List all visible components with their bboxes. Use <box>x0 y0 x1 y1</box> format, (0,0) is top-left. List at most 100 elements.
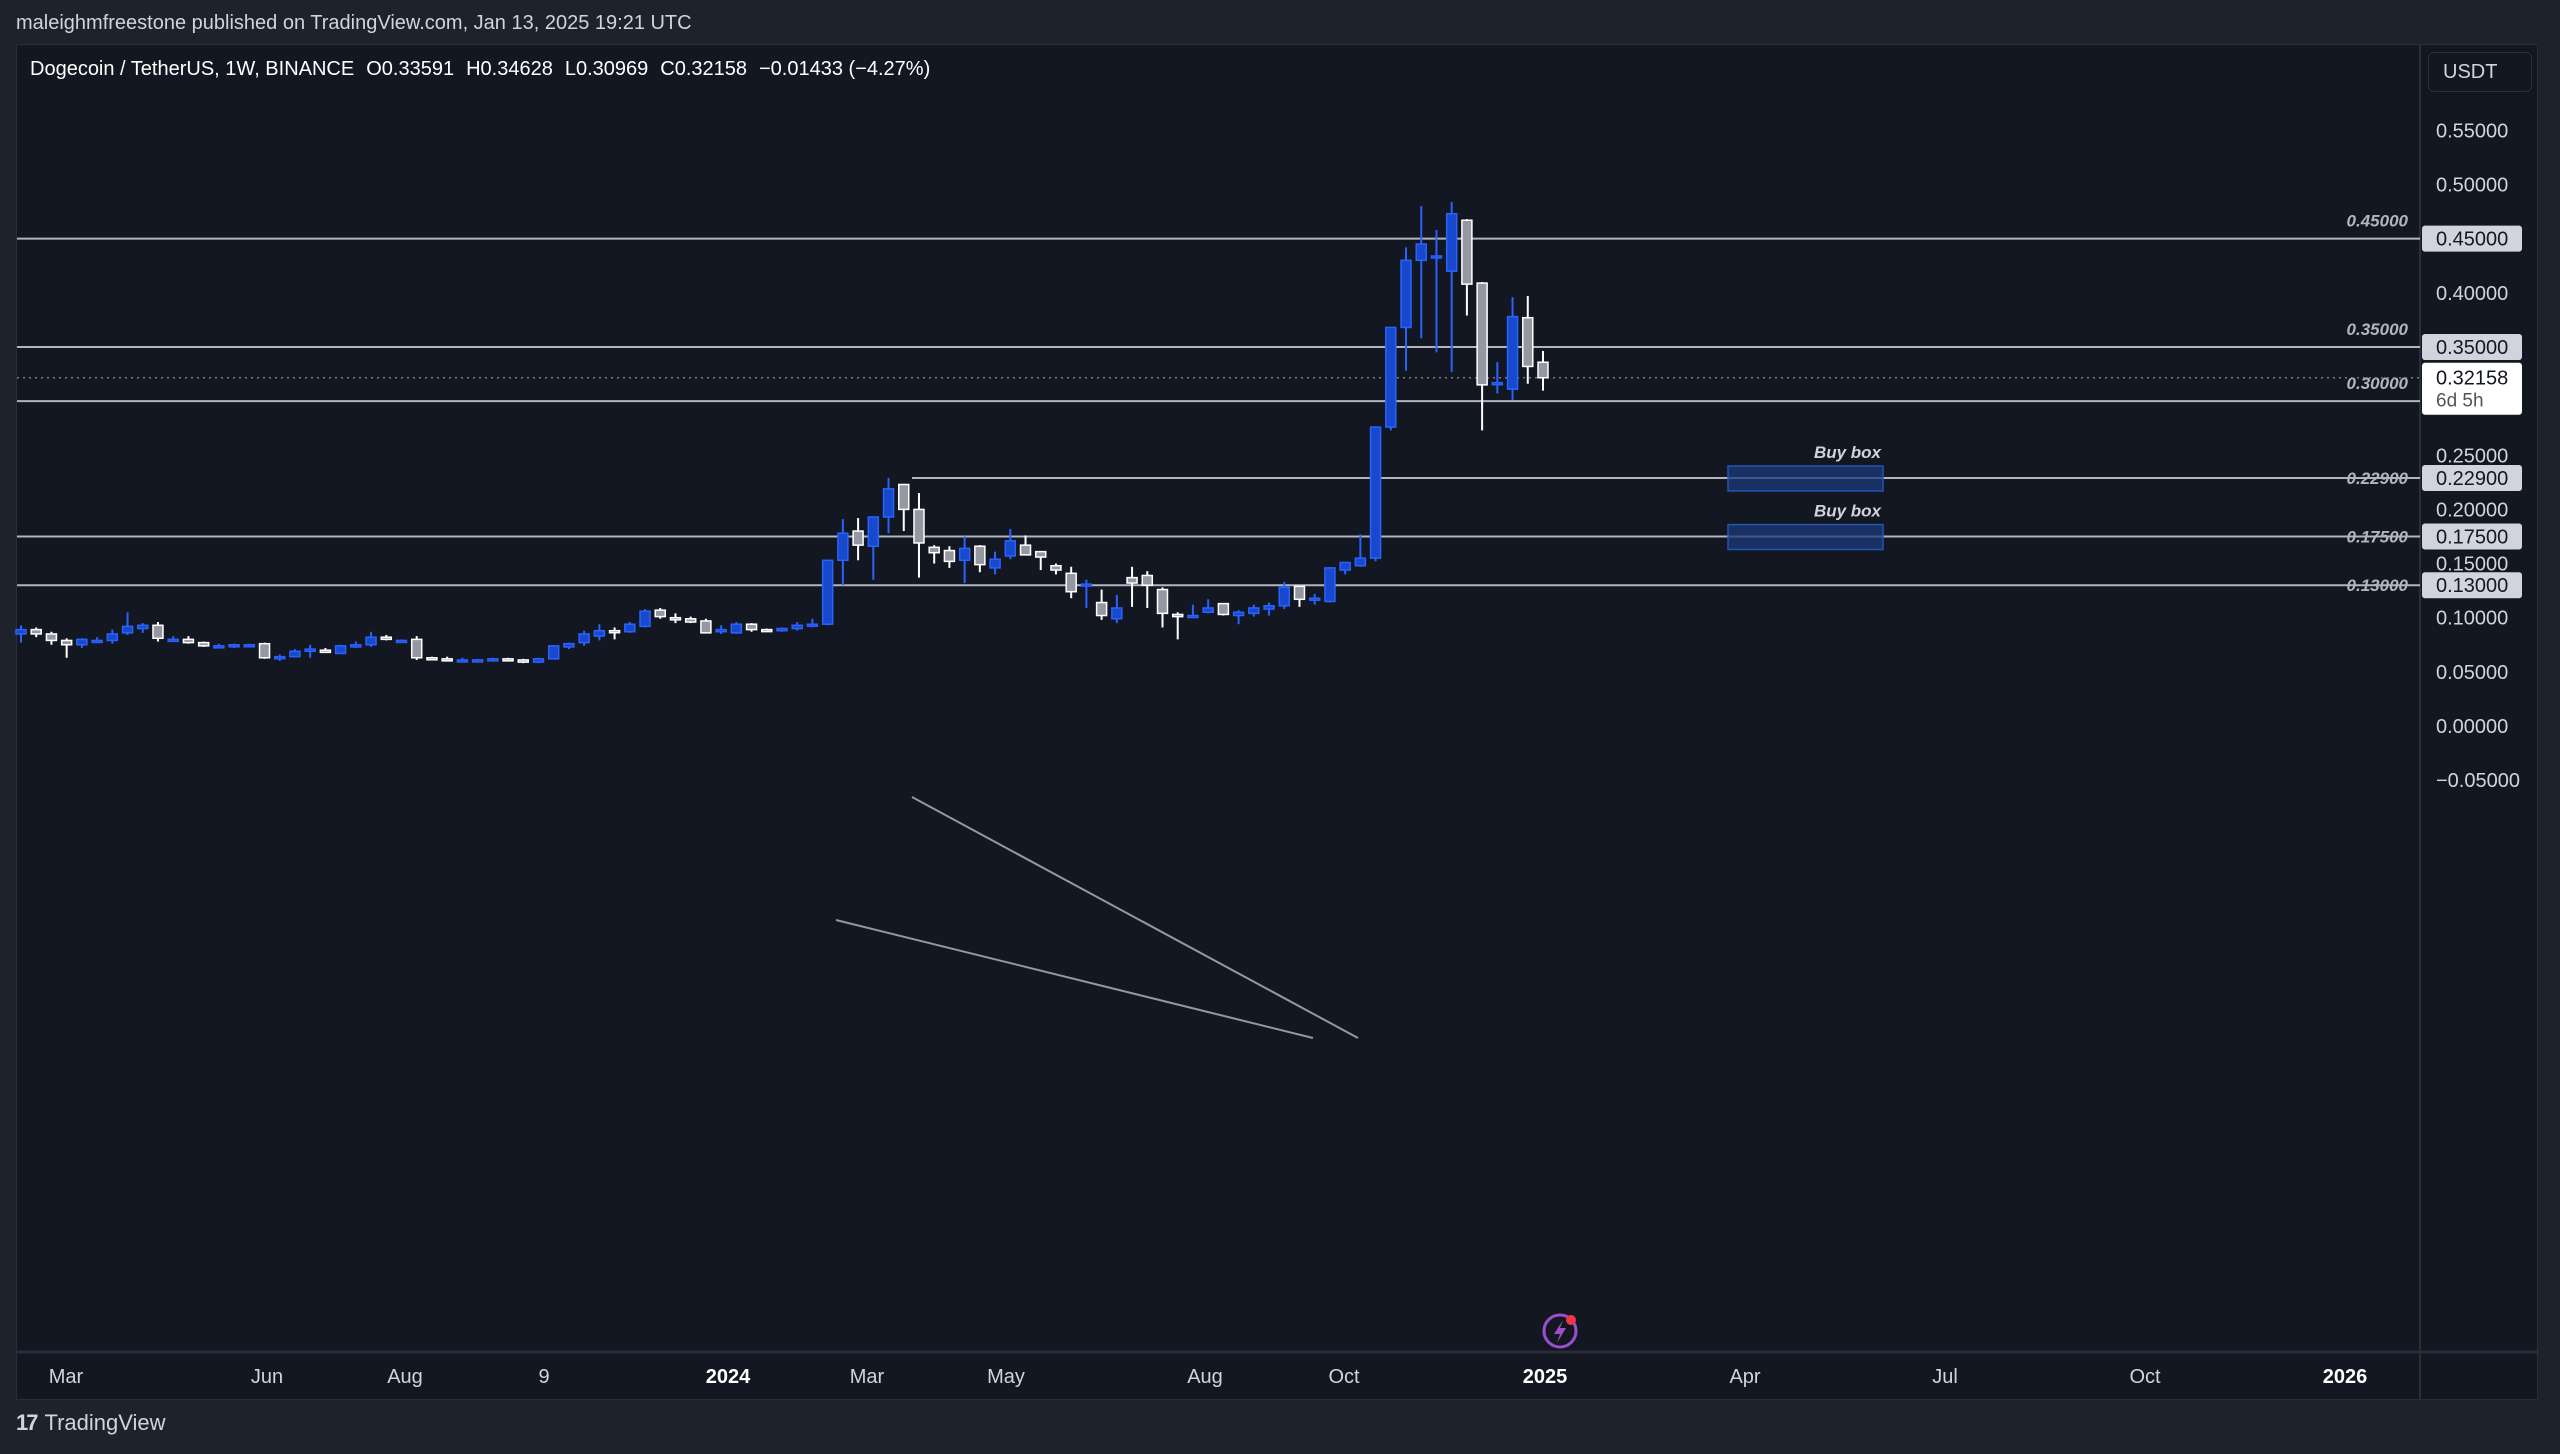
candle-body <box>563 642 575 648</box>
candle-body <box>1461 219 1473 285</box>
candle-body <box>304 648 316 653</box>
price-tick-label: 0.20000 <box>2436 499 2508 521</box>
candle-body <box>517 659 530 663</box>
time-tick-label: 2026 <box>2323 1366 2368 1388</box>
price-tick-label: 0.15000 <box>2436 554 2508 576</box>
current-price-text: 0.32158 <box>2436 368 2508 390</box>
candle-body <box>273 655 286 660</box>
candle-body <box>76 638 88 646</box>
price-tick-label: 0.25000 <box>2436 445 2508 467</box>
candle-body <box>669 616 682 621</box>
candle-body <box>1248 607 1260 615</box>
candle-body <box>167 638 179 643</box>
level-price-tag <box>2422 333 2522 360</box>
candle-body <box>487 658 499 662</box>
candle-body <box>730 623 743 634</box>
lightning-bolt-icon <box>1554 1320 1566 1343</box>
buy-boxes[interactable]: Buy box Buy box <box>1727 443 1884 551</box>
candle-body <box>715 628 727 633</box>
buy-box[interactable] <box>1727 523 1884 551</box>
notification-dot-icon <box>1566 1315 1576 1325</box>
candle-body <box>319 649 332 654</box>
candle-body <box>1415 243 1427 262</box>
price-axis[interactable]: 0.600000.550000.500000.400000.250000.200… <box>2422 66 2522 792</box>
trendlines[interactable] <box>835 796 1359 1039</box>
candle-body <box>913 508 925 544</box>
symbol-title[interactable]: Dogecoin / TetherUS, 1W, BINANCE <box>30 58 355 80</box>
candle-body <box>761 628 773 633</box>
legend-high: H0.34628 <box>466 58 553 80</box>
candle-body <box>213 645 225 649</box>
candle-body <box>350 644 362 648</box>
candle-body <box>989 558 1001 569</box>
candle-body <box>1156 588 1169 615</box>
candle-body <box>1339 561 1351 571</box>
candle-body <box>852 530 864 546</box>
candle-body <box>943 549 956 563</box>
candle-body <box>1445 212 1458 272</box>
candle-body <box>1263 605 1275 610</box>
time-tick-label: Aug <box>387 1366 423 1388</box>
currency-button[interactable]: USDT <box>2428 52 2532 92</box>
lightning-event-icon[interactable] <box>1542 1313 1578 1349</box>
legend-close: C0.32158 <box>660 58 747 80</box>
candle-body <box>1400 259 1412 329</box>
wedge-upper-trendline[interactable] <box>911 796 1359 1039</box>
wedge-lower-trendline[interactable] <box>835 919 1314 1039</box>
time-tick-label: Apr <box>1729 1366 1760 1388</box>
time-tick-label: Mar <box>850 1366 885 1388</box>
candle-body <box>441 658 453 662</box>
candle-body <box>1111 607 1123 620</box>
price-tick-label: 0.50000 <box>2436 175 2508 197</box>
symbol-legend: Dogecoin / TetherUS, 1W, BINANCE O0.33591… <box>30 58 942 81</box>
candle-body <box>471 659 484 663</box>
level-price-tag-text: 0.13000 <box>2436 575 2508 597</box>
candle-body <box>1537 361 1549 379</box>
candle-body <box>1385 326 1397 428</box>
candle-body <box>898 483 910 511</box>
level-label: 0.30000 <box>2347 374 2409 393</box>
candle-body <box>1050 564 1062 571</box>
candle-body <box>1278 586 1291 607</box>
price-tick-label: 0.40000 <box>2436 283 2508 305</box>
candle-body <box>1004 540 1017 557</box>
candle-body <box>1324 567 1336 603</box>
candle-body <box>1308 597 1321 601</box>
candle-body <box>1171 613 1184 618</box>
candle-body <box>15 628 27 635</box>
candle-body <box>958 547 971 562</box>
tradingview-logo[interactable]: 17 TradingView <box>16 1410 166 1436</box>
buy-box[interactable] <box>1727 465 1884 492</box>
price-tick-label: 0.05000 <box>2436 662 2508 684</box>
time-tick-label: Mar <box>49 1366 84 1388</box>
level-price-tag-text: 0.45000 <box>2436 229 2508 251</box>
candle-body <box>121 625 134 634</box>
candle-body <box>1141 574 1154 586</box>
candle-body <box>639 610 651 628</box>
chart-frame[interactable] <box>16 44 2538 1400</box>
candle-body <box>456 659 469 663</box>
candle-body <box>578 633 590 644</box>
legend-open: O0.33591 <box>366 58 455 80</box>
candle-body <box>928 546 940 554</box>
horizontal-levels[interactable]: 0.450000.450000.350000.350000.300000.300… <box>17 212 2522 599</box>
candle-body <box>365 636 377 646</box>
candle-body <box>700 620 712 634</box>
candle-body <box>30 628 42 635</box>
event-marker[interactable] <box>1542 1313 1578 1349</box>
candle-body <box>152 624 164 640</box>
candle-body <box>1034 550 1047 558</box>
candle-body <box>745 623 758 631</box>
price-tick-label: −0.05000 <box>2436 770 2520 792</box>
time-tick-label: Jul <box>1932 1366 1958 1388</box>
time-tick-label: Jun <box>251 1366 283 1388</box>
candle-body <box>410 638 423 659</box>
candle-body <box>1522 316 1534 368</box>
time-axis[interactable]: Mar Jun Aug 9 2024 Mar May Aug Oct 2025 Apr Jul Oct 2… <box>49 1366 2367 1388</box>
candle-body <box>1095 601 1108 617</box>
legend-change: −0.01433 (−4.27%) <box>759 58 931 80</box>
candle-body <box>395 639 408 644</box>
candle-body <box>1369 426 1382 559</box>
level-price-tag-text: 0.35000 <box>2436 337 2508 359</box>
